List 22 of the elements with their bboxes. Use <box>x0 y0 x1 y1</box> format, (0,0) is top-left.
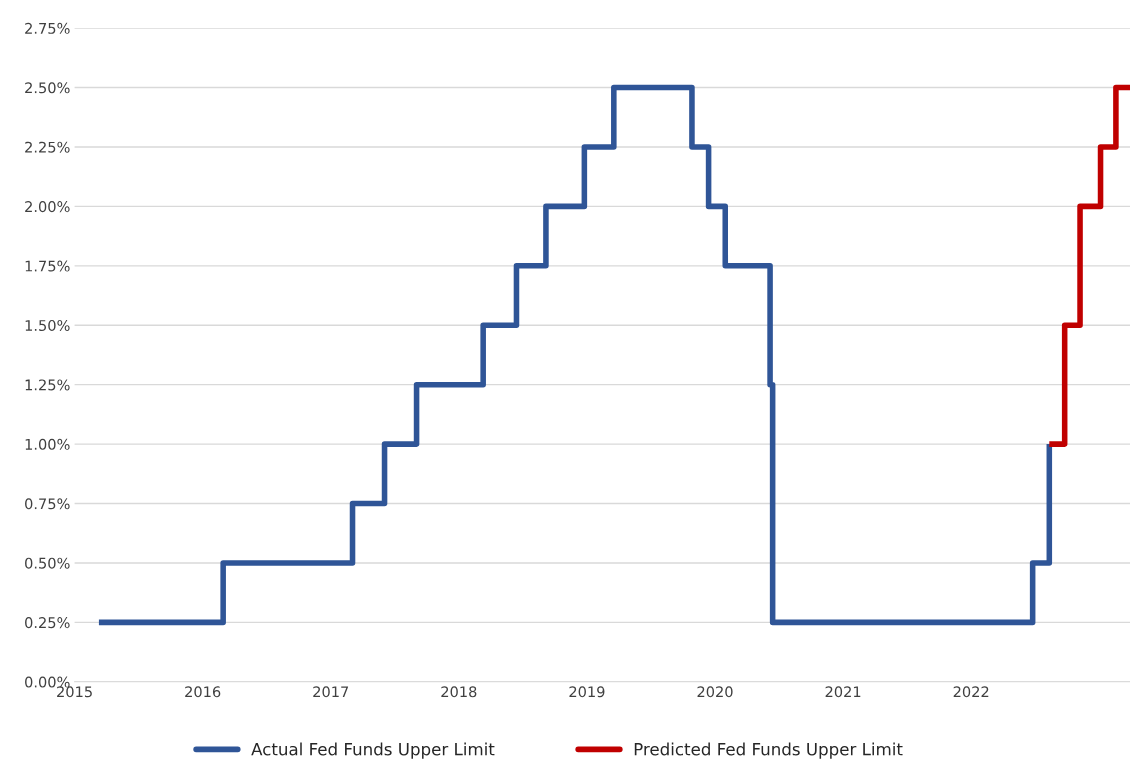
x-tick-label: 2021 <box>825 686 861 698</box>
x-tick-label: 2017 <box>313 686 349 698</box>
y-tick-label: 0.75% <box>25 498 70 510</box>
y-tick-label: 0.25% <box>25 617 70 629</box>
y-tick-label: 2.00% <box>25 201 70 213</box>
y-tick-label: 1.75% <box>25 260 70 272</box>
x-tick-label: 2020 <box>697 686 733 698</box>
y-tick-label: 0.50% <box>25 557 70 569</box>
y-tick-label: 2.25% <box>25 141 70 153</box>
x-tick-label: 2015 <box>57 686 92 698</box>
x-tick-label: 2018 <box>441 686 477 698</box>
x-tick-label: 2016 <box>185 686 221 698</box>
x-tick-label: 2019 <box>569 686 605 698</box>
y-tick-label: 2.75% <box>25 22 70 34</box>
y-tick-label: 0.00% <box>25 676 70 688</box>
y-tick-label: 1.25% <box>25 379 70 391</box>
y-tick-label: 2.50% <box>25 82 70 94</box>
y-tick-label: 1.50% <box>25 319 70 331</box>
legend-label: Actual Fed Funds Upper Limit <box>251 742 495 759</box>
legend-label: Predicted Fed Funds Upper Limit <box>634 742 903 759</box>
x-tick-label: 2022 <box>953 686 989 698</box>
y-tick-label: 1.00% <box>25 438 70 450</box>
